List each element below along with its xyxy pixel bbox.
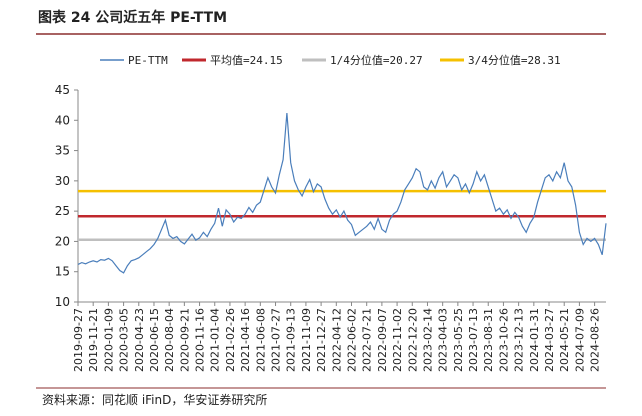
x-tick-label: 2021-04-16 [239,308,252,372]
x-tick-label: 2021-12-27 [315,308,328,372]
legend-label: 平均值=24.15 [210,54,283,67]
x-tick-label: 2020-11-16 [194,308,207,372]
x-tick-label: 2022-12-20 [406,308,419,372]
x-tick-label: 2023-08-31 [482,308,495,372]
y-tick-label: 25 [55,204,70,218]
x-tick-label: 2024-01-31 [528,308,541,372]
x-tick-label: 2023-04-03 [437,308,450,372]
x-tick-label: 2023-10-26 [497,308,510,372]
y-tick-label: 45 [55,83,70,97]
y-tick-label: 30 [55,174,70,188]
x-tick-label: 2021-06-08 [254,308,267,372]
x-tick-label: 2024-07-09 [573,308,586,372]
x-tick-label: 2022-04-12 [330,308,343,372]
x-tick-label: 2020-09-21 [178,308,191,372]
x-tick-label: 2021-07-27 [270,308,283,372]
x-tick-label: 2024-08-26 [589,308,602,372]
x-tick-label: 2020-06-15 [148,308,161,372]
x-tick-label: 2021-11-09 [300,308,313,372]
legend-label: PE-TTM [128,54,168,67]
x-tick-label: 2022-07-21 [361,308,374,372]
x-tick-label: 2022-06-02 [345,308,358,372]
y-tick-label: 20 [55,234,70,248]
x-tick-label: 2023-12-13 [513,308,526,372]
x-tick-label: 2020-04-23 [133,308,146,372]
x-tick-label: 2023-02-14 [421,308,434,372]
x-tick-label: 2022-11-02 [391,308,404,372]
x-tick-label: 2023-07-13 [467,308,480,372]
x-tick-label: 2019-11-21 [87,308,100,372]
y-tick-label: 40 [55,113,70,127]
x-tick-label: 2020-08-04 [163,308,176,372]
x-tick-label: 2023-05-25 [452,308,465,372]
y-tick-label: 10 [55,295,70,309]
legend-label: 3/4分位值=28.31 [468,53,561,67]
y-tick-label: 35 [55,144,70,158]
legend-label: 1/4分位值=20.27 [330,53,423,67]
y-tick-label: 15 [55,265,70,279]
chart-title: 图表 24 公司近五年 PE-TTM [38,9,227,26]
x-tick-label: 2022-09-07 [376,308,389,372]
x-tick-label: 2021-09-13 [285,308,298,372]
data-line [77,112,607,274]
x-tick-label: 2021-01-04 [209,308,222,372]
x-tick-label: 2019-09-27 [72,308,85,372]
x-tick-label: 2024-03-27 [543,308,556,372]
x-tick-label: 2021-02-26 [224,308,237,372]
source: 资料来源：同花顺 iFinD，华安证券研究所 [42,392,267,407]
x-tick-label: 2020-01-09 [102,308,115,372]
x-tick-label: 2020-03-05 [118,308,131,372]
x-tick-label: 2024-05-21 [558,308,571,372]
